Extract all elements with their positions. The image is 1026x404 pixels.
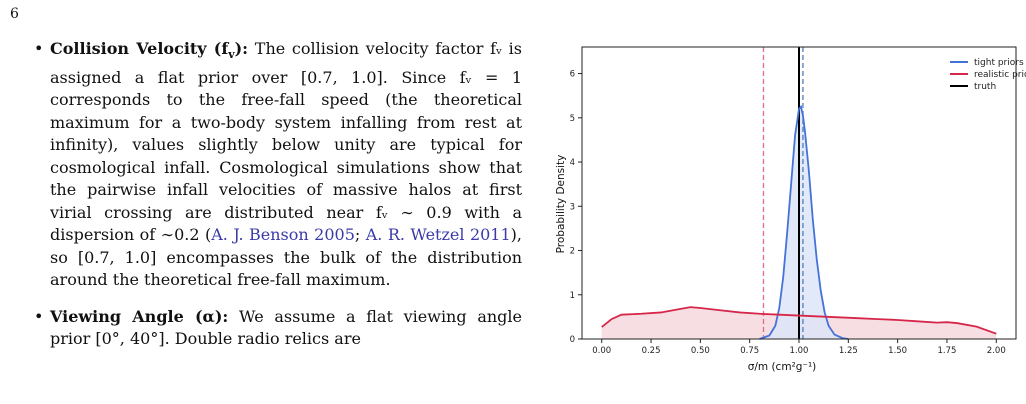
y-tick-label: 1 <box>570 291 575 301</box>
y-tick-label: 3 <box>570 202 575 212</box>
x-tick-label: 0.25 <box>642 346 661 356</box>
x-axis-label: σ/m (cm²g⁻¹) <box>748 361 817 373</box>
bullet-mark: • <box>34 306 44 326</box>
y-tick-label: 2 <box>570 247 575 257</box>
bullet-text: We assume a flat viewing angle prior [0°… <box>50 306 522 349</box>
y-tick-label: 0 <box>570 335 575 345</box>
page-number: 6 <box>10 6 19 22</box>
y-tick-label: 5 <box>570 114 575 124</box>
x-tick-label: 1.00 <box>790 346 809 356</box>
posterior-chart: 0.00 0.25 0.50 0.75 1.00 1.25 1.50 1.75 2.00 0 1 2 3… <box>555 46 1026 373</box>
y-tick-label: 6 <box>570 70 575 80</box>
bullet-title: Viewing Angle (α): <box>50 306 229 326</box>
legend-label-realistic: realistic priors <box>974 70 1026 80</box>
x-tick-label: 2.00 <box>987 346 1006 356</box>
citation-link[interactable]: A. J. Benson 2005 <box>211 225 355 245</box>
legend-label-truth: truth <box>974 82 996 92</box>
bullet-viewing-angle: • Viewing Angle (α): We assume a flat vi… <box>34 306 522 351</box>
line-tight-priors <box>759 104 849 340</box>
line-realistic-priors <box>601 306 997 335</box>
x-tick-label: 0.00 <box>592 346 611 356</box>
bullet-body: Viewing Angle (α): We assume a flat view… <box>50 306 522 351</box>
x-tick-label: 0.50 <box>691 346 710 356</box>
legend-label-tight: tight priors <box>974 58 1024 68</box>
area-tight-priors <box>759 106 849 340</box>
y-tick-label: 4 <box>570 158 575 168</box>
figure-posterior-plot: 0.00 0.25 0.50 0.75 1.00 1.25 1.50 1.75 2.00 0 1 2 3… <box>540 32 1026 382</box>
bullet-text: The collision velocity factor fᵥ is assi… <box>50 39 522 245</box>
x-tick-label: 0.75 <box>740 346 759 356</box>
bullet-title: Collision Velocity (fv): <box>50 39 249 62</box>
citation-link[interactable]: A. R. Wetzel 2011 <box>365 225 511 245</box>
x-tick-label: 1.25 <box>839 346 858 356</box>
x-tick-label: 1.75 <box>937 346 956 356</box>
text-column: • Collision Velocity (fv): The collision… <box>34 38 522 365</box>
bullet-collision-velocity: • Collision Velocity (fv): The collision… <box>34 38 522 292</box>
bullet-body: Collision Velocity (fv): The collision v… <box>50 39 522 290</box>
bullet-text-end: ), so [0.7, 1.0] encompasses the bulk of… <box>50 225 522 290</box>
bullet-mark: • <box>34 39 44 58</box>
y-axis-label: Probability Density <box>555 155 567 254</box>
x-tick-label: 1.50 <box>888 346 907 356</box>
